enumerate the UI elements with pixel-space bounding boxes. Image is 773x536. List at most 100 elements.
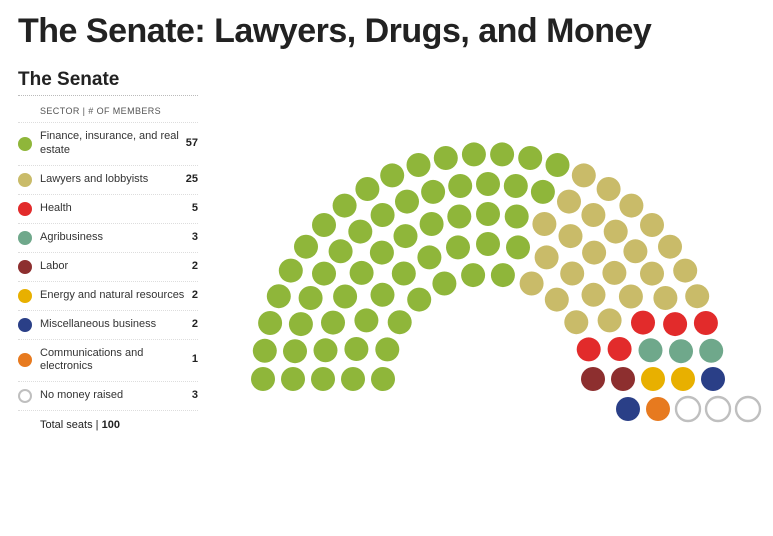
seat-dot bbox=[531, 180, 555, 204]
seat-dot bbox=[597, 177, 621, 201]
seat-dot bbox=[572, 163, 596, 187]
seat-dot bbox=[520, 272, 544, 296]
seat-dot bbox=[370, 241, 394, 265]
seat-dot bbox=[557, 190, 581, 214]
legend-swatch bbox=[18, 231, 32, 245]
legend-row: No money raised3 bbox=[18, 382, 198, 411]
seat-dot bbox=[623, 239, 647, 263]
seat-dot bbox=[407, 153, 431, 177]
seat-dot bbox=[491, 263, 515, 287]
seat-dot bbox=[640, 262, 664, 286]
seat-dot bbox=[505, 205, 529, 229]
seat-dot bbox=[545, 288, 569, 312]
seat-dot bbox=[611, 367, 635, 391]
legend-row: Finance, insurance, and real estate57 bbox=[18, 123, 198, 166]
legend-swatch bbox=[18, 318, 32, 332]
seat-dot bbox=[564, 310, 588, 334]
seat-dot bbox=[421, 180, 445, 204]
seat-dot bbox=[673, 259, 697, 283]
seat-dot bbox=[462, 142, 486, 166]
seat-dot bbox=[432, 272, 456, 296]
seat-dot bbox=[706, 397, 730, 421]
seat-dot bbox=[371, 367, 395, 391]
legend-row: Miscellaneous business2 bbox=[18, 311, 198, 340]
seat-dot bbox=[447, 205, 471, 229]
legend-swatch bbox=[18, 137, 32, 151]
legend-count: 25 bbox=[186, 173, 198, 187]
seat-dot bbox=[582, 283, 606, 307]
legend-swatch bbox=[18, 260, 32, 274]
seat-dot bbox=[312, 213, 336, 237]
seat-dot bbox=[582, 241, 606, 265]
seat-dot bbox=[321, 311, 345, 335]
seat-dot bbox=[559, 224, 583, 248]
seat-dot bbox=[560, 262, 584, 286]
seat-dot bbox=[653, 286, 677, 310]
legend-label: Agribusiness bbox=[40, 231, 186, 245]
legend-row: Health5 bbox=[18, 195, 198, 224]
seat-dot bbox=[490, 142, 514, 166]
seat-dot bbox=[294, 235, 318, 259]
legend-label: No money raised bbox=[40, 389, 186, 403]
seat-dot bbox=[671, 367, 695, 391]
seat-dot bbox=[581, 367, 605, 391]
seat-dot bbox=[312, 262, 336, 286]
legend-columns-label: SECTOR | # OF MEMBERS bbox=[18, 100, 198, 123]
seat-dot bbox=[604, 220, 628, 244]
legend-row: Energy and natural resources2 bbox=[18, 282, 198, 311]
seat-dot bbox=[676, 397, 700, 421]
seat-dot bbox=[394, 224, 418, 248]
seat-dot bbox=[388, 310, 412, 334]
seat-dot bbox=[371, 203, 395, 227]
seat-dot bbox=[518, 146, 542, 170]
seat-dot bbox=[258, 311, 282, 335]
seat-dot bbox=[602, 261, 626, 285]
legend-total: Total seats | 100 bbox=[18, 411, 198, 431]
seat-dot bbox=[669, 339, 693, 363]
legend-label: Finance, insurance, and real estate bbox=[40, 130, 180, 158]
seat-dot bbox=[639, 338, 663, 362]
seat-dot bbox=[577, 337, 601, 361]
seat-dot bbox=[329, 239, 353, 263]
seat-dot bbox=[581, 203, 605, 227]
legend-total-value: 100 bbox=[102, 419, 120, 431]
content-wrap: The Senate SECTOR | # OF MEMBERS Finance… bbox=[18, 69, 755, 439]
seat-dot bbox=[699, 339, 723, 363]
legend-label: Energy and natural resources bbox=[40, 289, 186, 303]
seat-dot bbox=[736, 397, 760, 421]
seat-dot bbox=[535, 245, 559, 269]
seat-dot bbox=[608, 337, 632, 361]
seat-dot bbox=[395, 190, 419, 214]
seat-dot bbox=[417, 245, 441, 269]
seat-dot bbox=[694, 311, 718, 335]
seat-dot bbox=[333, 285, 357, 309]
seat-dot bbox=[299, 286, 323, 310]
legend-swatch bbox=[18, 353, 32, 367]
seat-dot bbox=[375, 337, 399, 361]
seat-dot bbox=[348, 220, 372, 244]
seat-dot bbox=[341, 367, 365, 391]
legend-swatch bbox=[18, 289, 32, 303]
legend-label: Lawyers and lobbyists bbox=[40, 173, 180, 187]
legend-label: Labor bbox=[40, 260, 186, 274]
legend-label: Miscellaneous business bbox=[40, 318, 186, 332]
seat-dot bbox=[446, 235, 470, 259]
seat-dot bbox=[619, 285, 643, 309]
seat-dot bbox=[448, 174, 472, 198]
seat-dot bbox=[476, 202, 500, 226]
legend-heading: The Senate bbox=[18, 69, 198, 96]
seat-dot bbox=[371, 283, 395, 307]
seat-dot bbox=[504, 174, 528, 198]
legend: The Senate SECTOR | # OF MEMBERS Finance… bbox=[18, 69, 198, 439]
legend-total-label: Total seats bbox=[40, 419, 93, 431]
seat-dot bbox=[392, 262, 416, 286]
seat-dot bbox=[598, 308, 622, 332]
legend-label: Health bbox=[40, 202, 186, 216]
seat-dot bbox=[380, 163, 404, 187]
seat-dot bbox=[546, 153, 570, 177]
seat-dot bbox=[640, 213, 664, 237]
seat-dot bbox=[253, 339, 277, 363]
seat-dot bbox=[420, 212, 444, 236]
seat-dot bbox=[685, 284, 709, 308]
legend-swatch bbox=[18, 202, 32, 216]
